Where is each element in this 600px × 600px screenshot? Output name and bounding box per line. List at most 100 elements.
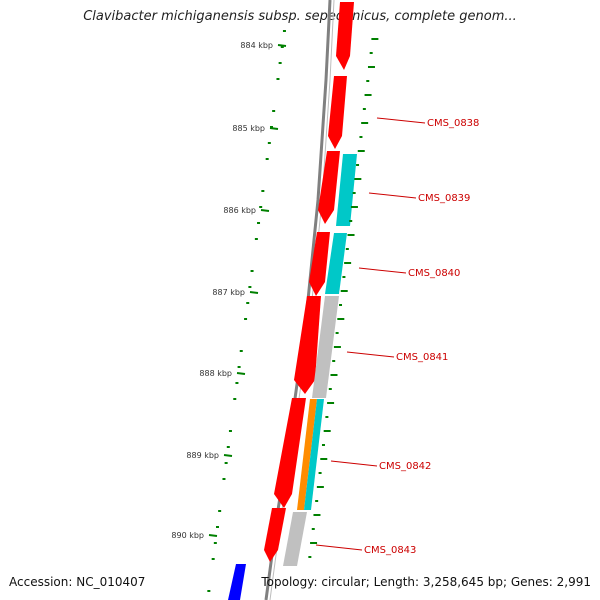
gc-mark bbox=[359, 136, 363, 138]
gene-label-cms-0840[interactable]: CMS_0840 bbox=[408, 268, 460, 279]
gc-mark bbox=[337, 318, 345, 320]
gray-feature[interactable] bbox=[283, 512, 307, 566]
scale-tick bbox=[236, 372, 246, 375]
gc-mark bbox=[215, 526, 219, 528]
gc-mark bbox=[248, 286, 252, 288]
gc-mark bbox=[367, 66, 375, 68]
gc-mark bbox=[278, 62, 282, 64]
gc-mark bbox=[272, 110, 276, 112]
gc-mark bbox=[320, 458, 328, 460]
gray-feature[interactable] bbox=[312, 296, 339, 398]
gc-mark bbox=[213, 542, 217, 544]
gc-mark bbox=[244, 318, 248, 320]
cds-arrow[interactable] bbox=[336, 2, 354, 70]
gc-mark bbox=[267, 142, 271, 144]
scale-tick-label: 884 kbp bbox=[240, 41, 273, 50]
cyan-feature[interactable] bbox=[304, 399, 324, 510]
scale-tick-label: 886 kbp bbox=[223, 206, 256, 215]
gc-mark bbox=[211, 558, 215, 560]
gc-mark bbox=[340, 290, 348, 292]
gc-mark bbox=[222, 478, 226, 480]
gc-mark bbox=[282, 30, 286, 32]
label-leader bbox=[376, 117, 426, 124]
feature-track bbox=[228, 154, 357, 600]
scale-tick bbox=[208, 534, 218, 537]
gc-mark bbox=[330, 374, 338, 376]
gc-mark bbox=[357, 150, 365, 152]
gc-mark bbox=[350, 206, 358, 208]
gc-mark bbox=[269, 126, 273, 128]
scale-tick bbox=[269, 127, 279, 130]
cds-arrow[interactable] bbox=[294, 296, 321, 394]
gc-mark bbox=[250, 270, 254, 272]
gc-mark bbox=[207, 590, 211, 592]
label-leader bbox=[358, 267, 407, 274]
gc-mark bbox=[342, 276, 346, 278]
gc-content-track-inner bbox=[207, 30, 286, 592]
gc-mark bbox=[364, 94, 372, 96]
gc-mark bbox=[339, 304, 343, 306]
blue-feature[interactable] bbox=[228, 564, 246, 600]
cds-arrow[interactable] bbox=[328, 76, 347, 149]
gc-mark bbox=[354, 178, 362, 180]
gc-mark bbox=[328, 388, 332, 390]
gene-labels: CMS_0838 CMS_0839 CMS_0840 CMS_0841 CMS_… bbox=[315, 117, 479, 556]
scale-tick-label: 888 kbp bbox=[199, 369, 232, 378]
scale-tick-label: 887 kbp bbox=[212, 288, 245, 297]
cds-arrow[interactable] bbox=[264, 508, 286, 562]
gc-mark bbox=[369, 52, 373, 54]
scale-tick-label: 885 kbp bbox=[232, 124, 265, 133]
gc-mark bbox=[356, 164, 360, 166]
gc-mark bbox=[333, 346, 341, 348]
gene-label-cms-0842[interactable]: CMS_0842 bbox=[379, 461, 431, 472]
gc-mark bbox=[237, 366, 241, 368]
gc-mark bbox=[345, 248, 349, 250]
gc-mark bbox=[218, 510, 222, 512]
gc-mark bbox=[261, 190, 265, 192]
gc-mark bbox=[259, 206, 263, 208]
gc-mark bbox=[315, 500, 319, 502]
cyan-feature[interactable] bbox=[336, 154, 357, 226]
gc-mark bbox=[371, 38, 379, 40]
gc-mark bbox=[321, 444, 325, 446]
gc-mark bbox=[325, 416, 329, 418]
gc-mark bbox=[349, 220, 353, 222]
gc-mark bbox=[352, 192, 356, 194]
gene-label-cms-0838[interactable]: CMS_0838 bbox=[427, 118, 479, 129]
gc-mark bbox=[316, 486, 324, 488]
gc-mark bbox=[366, 80, 370, 82]
cds-arrow[interactable] bbox=[274, 398, 306, 508]
label-leader bbox=[346, 351, 395, 358]
gc-mark bbox=[327, 402, 335, 404]
label-leader bbox=[315, 544, 363, 551]
genome-title: Clavibacter michiganensis subsp. sepedon… bbox=[83, 9, 517, 24]
label-leader bbox=[368, 192, 417, 199]
gc-mark bbox=[308, 556, 312, 558]
orange-feature[interactable] bbox=[297, 399, 317, 510]
gene-label-cms-0839[interactable]: CMS_0839 bbox=[418, 193, 470, 204]
gc-mark bbox=[313, 514, 321, 516]
gc-mark bbox=[265, 158, 269, 160]
label-leader bbox=[330, 460, 378, 467]
gc-mark bbox=[280, 46, 284, 48]
gc-mark bbox=[224, 462, 228, 464]
gc-content-track-outer bbox=[308, 38, 379, 558]
scale-tick bbox=[249, 291, 259, 294]
scale-tick bbox=[223, 454, 233, 457]
gc-mark bbox=[361, 122, 369, 124]
scale-tick bbox=[277, 44, 287, 47]
scale-tick-label: 889 kbp bbox=[186, 451, 219, 460]
gene-label-cms-0843[interactable]: CMS_0843 bbox=[364, 545, 416, 556]
gc-mark bbox=[318, 472, 322, 474]
gc-mark bbox=[239, 350, 243, 352]
gc-mark bbox=[226, 446, 230, 448]
cyan-feature[interactable] bbox=[325, 233, 347, 294]
gc-mark bbox=[233, 398, 237, 400]
gc-mark bbox=[257, 222, 261, 224]
scale-tick-label: 890 kbp bbox=[171, 531, 204, 540]
cds-arrow[interactable] bbox=[318, 151, 340, 224]
gene-label-cms-0841[interactable]: CMS_0841 bbox=[396, 352, 448, 363]
cds-arrow[interactable] bbox=[309, 232, 330, 296]
